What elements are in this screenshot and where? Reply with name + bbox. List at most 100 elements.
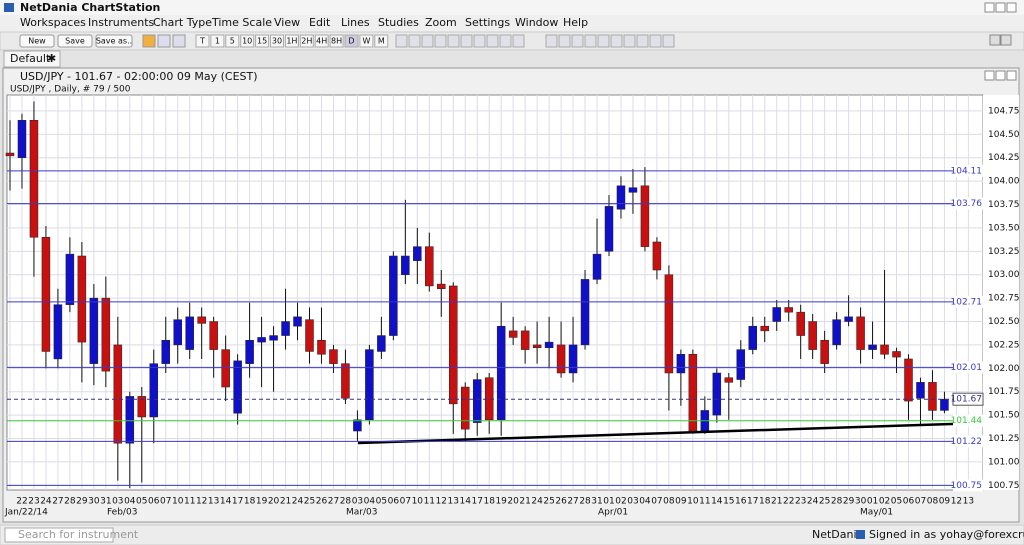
toolbar-button-label[interactable]: Save as.. (96, 37, 132, 46)
tool-icon[interactable] (571, 34, 584, 48)
period-button[interactable] (314, 34, 329, 48)
period-label[interactable]: 4H (316, 37, 327, 46)
period-button[interactable] (329, 34, 344, 48)
window-button[interactable] (1006, 2, 1017, 13)
tool-icon[interactable] (499, 34, 512, 48)
period-button[interactable] (240, 34, 255, 48)
tool-icon[interactable] (662, 34, 675, 48)
toolbar-button[interactable] (19, 34, 55, 48)
window-button[interactable] (989, 34, 1001, 46)
menu-item[interactable]: Time Scale (211, 16, 272, 29)
window-button[interactable] (984, 2, 995, 13)
menu-item[interactable]: Lines (341, 16, 370, 29)
toolbar-button-label[interactable]: Save (65, 37, 85, 46)
menu-item[interactable]: View (274, 16, 300, 29)
tool-icon[interactable] (649, 34, 662, 48)
tool-icon[interactable] (408, 34, 421, 48)
period-label[interactable]: M (378, 37, 385, 46)
tool-icon[interactable] (421, 34, 434, 48)
window-button[interactable] (984, 70, 995, 81)
period-label[interactable]: 8H (331, 37, 342, 46)
tool-icon[interactable] (558, 34, 571, 48)
menu-item[interactable]: Window (515, 16, 558, 29)
menu-item[interactable]: Workspaces (20, 16, 86, 29)
menu-item[interactable]: Instruments (88, 16, 155, 29)
period-button[interactable] (374, 34, 389, 48)
toolbar-button[interactable] (95, 34, 133, 48)
period-button[interactable] (255, 34, 270, 48)
menu-item[interactable]: Zoom (425, 16, 457, 29)
window-button[interactable] (995, 2, 1006, 13)
candle-body (65, 253, 75, 305)
period-button[interactable] (299, 34, 314, 48)
tab-close[interactable]: ✱ (47, 52, 56, 65)
period-label[interactable]: 30 (272, 37, 282, 46)
search-box[interactable] (4, 527, 114, 543)
tool-icon[interactable] (610, 34, 623, 48)
tool-icon[interactable] (473, 34, 486, 48)
x-tick-label: 23 (28, 497, 39, 507)
candle-body (101, 297, 111, 372)
period-button[interactable] (284, 34, 299, 48)
period-button[interactable] (195, 34, 210, 48)
tool-icon[interactable] (486, 34, 499, 48)
toolbar-button-label[interactable]: New (28, 37, 46, 46)
x-tick-label: 04 (364, 497, 376, 507)
period-label[interactable]: 1 (215, 37, 220, 46)
candle-body (892, 351, 901, 358)
period-button[interactable] (270, 34, 284, 48)
menu-item[interactable]: Chart Type (153, 16, 212, 29)
menu-item[interactable]: Studies (378, 16, 419, 29)
search-placeholder[interactable]: Search for instrument (18, 528, 139, 541)
candle-body (508, 330, 518, 338)
y-tick-label: 104.00 (988, 177, 1020, 187)
tool-icon[interactable] (395, 34, 408, 48)
tool-icon[interactable] (623, 34, 636, 48)
candle-body (365, 349, 374, 421)
window-button[interactable] (1000, 34, 1012, 46)
period-label[interactable]: T (199, 37, 205, 46)
chart-type-icon[interactable] (142, 34, 156, 48)
x-tick-label: 02 (615, 497, 626, 507)
tool-icon[interactable] (512, 34, 525, 48)
period-label[interactable]: 1H (286, 37, 297, 46)
window-button[interactable] (995, 70, 1006, 81)
candle-body (592, 253, 602, 280)
candle-body (413, 246, 422, 261)
period-button[interactable] (344, 34, 359, 48)
candle-body (269, 335, 278, 341)
tool-icon[interactable] (636, 34, 649, 48)
tab-label[interactable]: Default (10, 52, 51, 65)
x-tick-label: 28 (831, 497, 843, 507)
period-label[interactable]: 10 (242, 37, 252, 46)
x-tick-label: 30 (855, 497, 867, 507)
period-label[interactable]: D (348, 37, 354, 46)
y-tick-label: 103.50 (988, 223, 1020, 233)
period-label[interactable]: 2H (301, 37, 312, 46)
tool-icon[interactable] (545, 34, 558, 48)
window-button[interactable] (1006, 70, 1017, 81)
period-label[interactable]: W (362, 37, 370, 46)
x-tick-label: 17 (747, 497, 758, 507)
plot-area (6, 94, 984, 491)
menu-item[interactable]: Help (563, 16, 588, 29)
period-label[interactable]: 15 (257, 37, 267, 46)
tool-icon[interactable] (584, 34, 597, 48)
candle-body (616, 185, 626, 210)
candle-body (257, 337, 266, 343)
toolbar-button[interactable] (57, 34, 93, 48)
tab[interactable] (3, 50, 61, 68)
period-label[interactable]: 5 (230, 37, 235, 46)
tool-icon[interactable] (597, 34, 610, 48)
tool-icon[interactable] (460, 34, 473, 48)
period-button[interactable] (225, 34, 240, 48)
period-button[interactable] (210, 34, 225, 48)
menu-item[interactable]: Edit (309, 16, 331, 29)
tool-icon[interactable] (447, 34, 460, 48)
menu-item[interactable]: Settings (465, 16, 510, 29)
signed-in: Signed in as yohay@forexcrunch.com (869, 528, 1024, 541)
chart-type-icon[interactable] (157, 34, 171, 48)
chart-type-icon[interactable] (172, 34, 186, 48)
tool-icon[interactable] (434, 34, 447, 48)
period-button[interactable] (359, 34, 374, 48)
